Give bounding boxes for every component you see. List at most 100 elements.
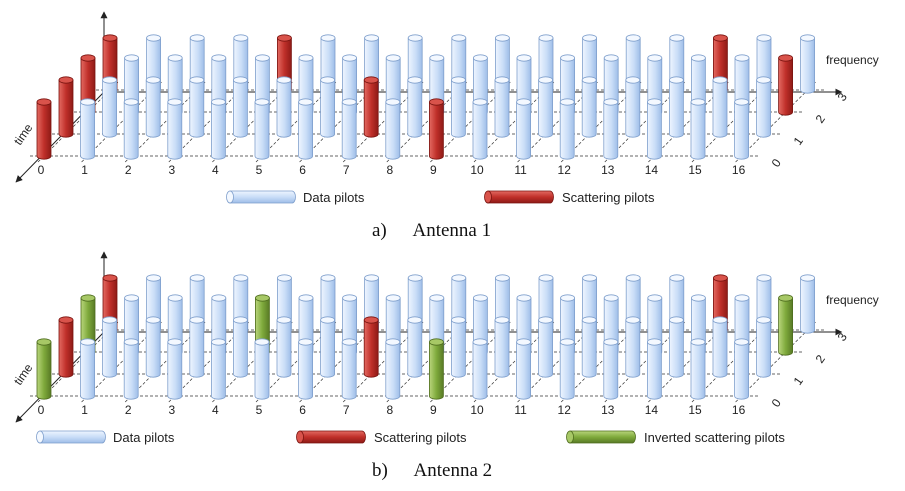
data-pilot [603,338,619,400]
data-pilot [756,76,771,138]
data-pilot [210,338,226,400]
frequency-tick-label: 0 [38,403,45,417]
caption-letter: a) [372,220,387,241]
time-tick-label: 0 [769,396,784,410]
scattering-pilot [36,98,52,160]
legend-swatch-data [226,190,296,204]
data-pilot [102,76,117,138]
data-pilot [189,316,205,378]
data-pilot [690,338,706,400]
data-pilot [341,338,357,400]
frequency-tick-label: 3 [168,403,175,417]
data-pilot [669,76,684,138]
data-pilot [254,338,270,400]
scattering-pilot [778,54,793,116]
legend-swatch-scatter [484,190,554,204]
frequency-tick-label: 0 [38,163,45,177]
data-pilot [494,316,510,378]
frequency-tick-label: 8 [386,403,393,417]
frequency-tick-label: 1 [81,403,88,417]
data-pilot [712,76,728,138]
data-pilot [625,76,641,138]
data-pilot [320,316,336,378]
scattering-pilot [363,316,379,378]
data-pilot [385,338,401,400]
legend-label: Scattering pilots [562,190,655,205]
data-pilot [734,98,749,160]
caption-text: Antenna 1 [412,220,491,241]
data-pilot [559,338,575,400]
time-tick-label: 3 [835,90,850,104]
frequency-tick-label: 8 [386,163,393,177]
data-pilot [800,34,815,94]
frequency-tick-label: 14 [645,403,659,417]
frequency-tick-label: 15 [688,163,702,177]
frequency-tick-label: 12 [558,403,572,417]
pilot-grid [36,274,815,400]
frequency-tick-label: 4 [212,403,219,417]
frequency-axis-label: frequency [826,293,879,307]
frequency-tick-label: 11 [514,163,527,177]
data-pilot [145,316,161,378]
data-pilot [102,316,117,378]
frequency-tick-label: 2 [125,403,132,417]
scattering-pilot [58,316,74,378]
legend: Data pilots Scattering pilots [226,190,655,205]
data-pilot [145,76,161,138]
frequency-axis-label: frequency [826,53,879,67]
pilot-grid [36,34,815,160]
data-pilot [341,98,357,160]
data-pilot [276,316,292,378]
frequency-tick-label: 13 [601,163,615,177]
scattering-pilot [363,76,379,138]
time-tick-label: 2 [813,352,828,366]
data-pilot [712,316,728,378]
frequency-tick-label: 6 [299,403,306,417]
caption-letter: b) [372,460,388,481]
data-pilot [407,316,423,378]
legend-label: Data pilots [113,430,175,445]
data-pilot [210,98,226,160]
frequency-tick-label: 5 [256,163,263,177]
data-pilot [494,76,510,138]
frequency-tick-label: 2 [125,163,132,177]
legend-label: Inverted scattering pilots [644,430,785,445]
data-pilot [581,316,597,378]
time-tick-label: 2 [813,112,828,126]
time-axis-label: time [11,121,36,148]
data-pilot [298,98,314,160]
data-pilot [472,338,488,400]
frequency-tick-label: 3 [168,163,175,177]
frequency-tick-label: 11 [514,403,527,417]
scattering-pilot [58,76,74,138]
legend-label: Data pilots [303,190,365,205]
legend-label: Scattering pilots [374,430,467,445]
caption-text: Antenna 2 [414,460,493,481]
data-pilot [254,98,270,160]
data-pilot [232,76,248,138]
data-pilot [167,338,183,400]
caption-antenna-1: a) Antenna 1 [372,220,491,241]
frequency-tick-label: 12 [558,163,572,177]
frequency-tick-label: 10 [470,163,484,177]
data-pilot [232,316,248,378]
data-pilot [625,316,641,378]
data-pilot [669,316,684,378]
data-pilot [756,316,771,378]
data-pilot [603,98,619,160]
data-pilot [647,98,662,160]
data-pilot [276,76,292,138]
data-pilot [407,76,423,138]
caption-antenna-2: b) Antenna 2 [372,460,492,481]
frequency-tick-label: 1 [81,163,88,177]
data-pilot [189,76,205,138]
inverted-scattering-pilot [36,338,52,400]
data-pilot [80,338,95,400]
data-pilot [538,76,553,138]
data-pilot [123,338,139,400]
data-pilot [559,98,575,160]
frequency-tick-label: 16 [732,163,746,177]
data-pilot [320,76,336,138]
